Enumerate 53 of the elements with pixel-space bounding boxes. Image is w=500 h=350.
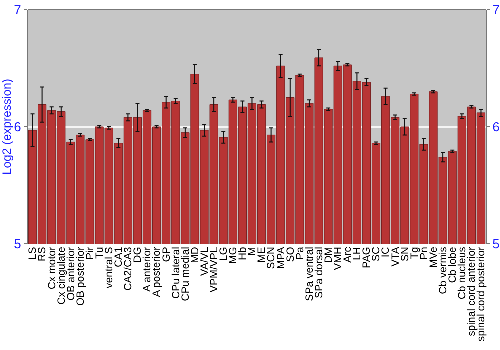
x-tick-label: VPM/VPL [208,246,220,293]
x-tick-label: Cx motor [46,246,58,290]
y2-tick-label: 5 [492,236,500,252]
x-tick-label: GP [160,247,173,262]
x-tick-label: Pir [84,246,96,260]
y2-tick-label: 6 [492,120,500,135]
x-tick-label: SCN [266,247,278,270]
x-tick-label: Arc [342,247,354,263]
y2-tick-label: 7 [492,2,500,18]
x-tick-label: LG [218,247,230,262]
x-tick-label: VTA [390,247,402,267]
x-tick-label: A posterior [151,246,164,298]
x-tick-label: Hb [237,246,250,261]
x-tick-label: MVe [428,246,440,268]
x-tick-label: spinal cord posterior [476,246,488,342]
y-tick-label: 5 [14,236,22,252]
x-tick-label: Tu [94,246,106,259]
x-tick-label: SC [370,246,383,262]
x-tick-label: CA1 [113,246,126,268]
x-tick-label: RS [36,247,49,262]
x-tick-label: OB posterior [74,246,87,306]
x-tick-label: SPa dorsal [313,247,326,298]
y-axis-title: Log2 (expression) [0,78,14,176]
x-tick-label: CPu medial [180,247,192,302]
x-tick-label: Tg [408,246,421,260]
x-tick-label: LH [352,247,364,261]
x-tick-label: Cx cingulate [56,246,68,305]
x-tick-label: OB anterior [65,246,78,301]
x-tick-label: Cb vermis [437,247,450,294]
x-tick-label: SO [284,247,297,262]
x-tick-label: DG [132,247,144,263]
x-tick-label: A anterior [142,246,154,292]
x-tick-label: DM [322,247,335,264]
x-tick-label: Cb lobe [447,246,460,284]
x-tick-label: CPu lateral [170,247,182,300]
x-tick-label: CA2/CA3 [122,246,135,291]
x-tick-label: ventral S [104,247,116,289]
x-tick-label: PAG [361,247,374,269]
x-tick-label: M [246,247,259,256]
y-tick-label: 6 [14,120,22,135]
x-tick-label: MD [189,246,202,264]
x-tick-label: LS [27,247,40,260]
x-tick-label: SN [399,247,412,262]
x-tick-label: SPa ventral [304,247,316,302]
x-tick-label: Cb nucleus [456,247,469,300]
x-tick-label: spinal cord anterior [466,246,478,336]
x-tick-label: ME [256,247,268,263]
y-tick-label: 7 [14,2,22,18]
x-tick-label: MPA [275,247,288,270]
x-tick-label: VMH [332,247,345,270]
x-tick-label: VA/VL [198,246,211,276]
x-tick-label: Pa [294,246,306,260]
x-tick-label: IC [380,246,392,258]
